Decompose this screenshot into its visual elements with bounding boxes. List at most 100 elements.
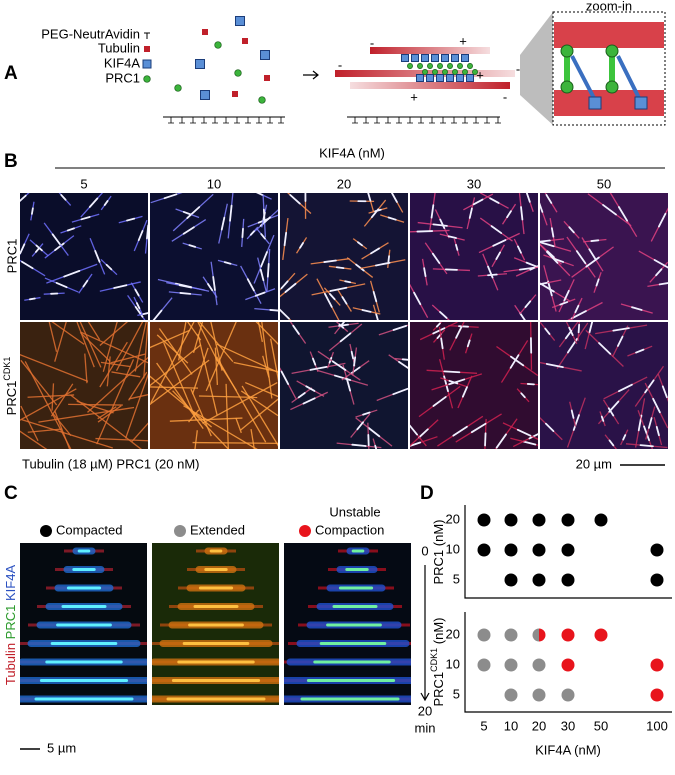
- tubulin: [264, 75, 270, 81]
- time-end: 20: [418, 703, 432, 718]
- point: [594, 628, 608, 642]
- bundle: [152, 309, 163, 320]
- neutravidin: [201, 117, 207, 124]
- point: [477, 513, 491, 527]
- bundle: [495, 251, 501, 260]
- filament: [150, 386, 199, 389]
- bundle: [254, 291, 266, 297]
- bundle: [324, 292, 333, 308]
- filament: [52, 413, 72, 437]
- phase-diagram: 5 10 20 5 10 20 5 10 20 30 50 100: [446, 505, 672, 733]
- bundle: [367, 193, 372, 202]
- filament: [178, 322, 187, 361]
- bundle: [280, 370, 290, 385]
- bundle: [280, 308, 290, 320]
- bundle: [344, 280, 352, 284]
- point: [650, 688, 664, 702]
- bundle: [372, 290, 378, 303]
- filament: [194, 430, 198, 449]
- bundle: [430, 204, 435, 219]
- bundle: [519, 312, 526, 320]
- bundle: [29, 297, 36, 301]
- filament: [111, 371, 141, 378]
- filament: [20, 430, 48, 449]
- prc1: [427, 63, 433, 69]
- prc1: [462, 69, 468, 75]
- filament: [150, 359, 210, 406]
- channel-kif4a: KIF4A: [3, 565, 18, 601]
- bundle: [375, 313, 379, 320]
- micrograph: [20, 322, 148, 449]
- bundle: [472, 198, 484, 206]
- neutravidin: [462, 117, 468, 124]
- bundle: [607, 407, 615, 417]
- filament: [27, 428, 63, 433]
- bundle: [544, 327, 551, 336]
- filament: [156, 334, 189, 364]
- bundle: [439, 311, 448, 319]
- caption: Tubulin (18 µM) PRC1 (20 nM): [22, 456, 200, 471]
- bundle: [163, 193, 178, 200]
- bundle: [179, 292, 192, 295]
- filament: [38, 406, 135, 423]
- kif4a: [446, 74, 454, 82]
- x-tick-label: 100: [646, 718, 668, 733]
- y-tick-label: 20: [446, 511, 460, 526]
- column-header: KIF4A (nM): [319, 145, 385, 160]
- channel-label: Tubulin PRC1 KIF4A: [3, 565, 18, 686]
- bundle: [647, 417, 653, 429]
- prc1: [452, 69, 458, 75]
- bundle: [398, 360, 408, 369]
- neutravidin: [385, 117, 391, 124]
- bundle: [20, 194, 27, 203]
- bundle: [540, 282, 555, 293]
- bundle: [540, 239, 551, 243]
- bundle: [435, 322, 441, 328]
- bundle: [103, 200, 109, 206]
- prc1: [437, 63, 443, 69]
- axes: [464, 505, 672, 599]
- bundle: [468, 207, 473, 219]
- micrograph-bg: [280, 322, 408, 449]
- bundle: [416, 230, 434, 233]
- prc1: [174, 84, 182, 92]
- prc1: [560, 44, 574, 58]
- bundle: [246, 278, 255, 292]
- legend-a: PEG-NeutrAvidin Tubulin KIF4A PRC1: [41, 26, 152, 85]
- bundle: [188, 244, 197, 248]
- kif4a: [466, 74, 474, 82]
- point: [504, 543, 518, 557]
- channel-tubulin: Tubulin: [3, 643, 18, 685]
- bundle: [559, 301, 569, 306]
- bundle: [574, 304, 580, 314]
- x-tick-label: 30: [561, 718, 575, 733]
- kif4a: [441, 54, 449, 62]
- bundle: [439, 218, 446, 230]
- micrograph: [20, 193, 148, 320]
- filament: [80, 331, 148, 364]
- prc1: [214, 41, 222, 49]
- bundle: [260, 251, 268, 268]
- filament: [20, 354, 89, 382]
- axes: [464, 612, 672, 713]
- point: [594, 513, 608, 527]
- bundle: [105, 263, 113, 271]
- polarity-sign: -: [370, 35, 374, 50]
- point: [561, 513, 575, 527]
- micrograph: [280, 322, 408, 449]
- bundle: [490, 225, 503, 234]
- bundle: [525, 193, 531, 203]
- y-label-base: PRC1: [431, 550, 446, 585]
- bundle: [356, 421, 365, 431]
- micrograph-bg: [410, 193, 538, 320]
- bundle: [447, 235, 457, 239]
- bundle: [392, 387, 408, 396]
- filament: [102, 322, 118, 372]
- prc1: [447, 63, 453, 69]
- bundle: [540, 281, 548, 286]
- neutravidin: [451, 117, 457, 124]
- neutravidin: [234, 117, 240, 124]
- neutravidin: [245, 117, 251, 124]
- filament: [70, 394, 143, 449]
- polarity-sign: -: [516, 61, 520, 76]
